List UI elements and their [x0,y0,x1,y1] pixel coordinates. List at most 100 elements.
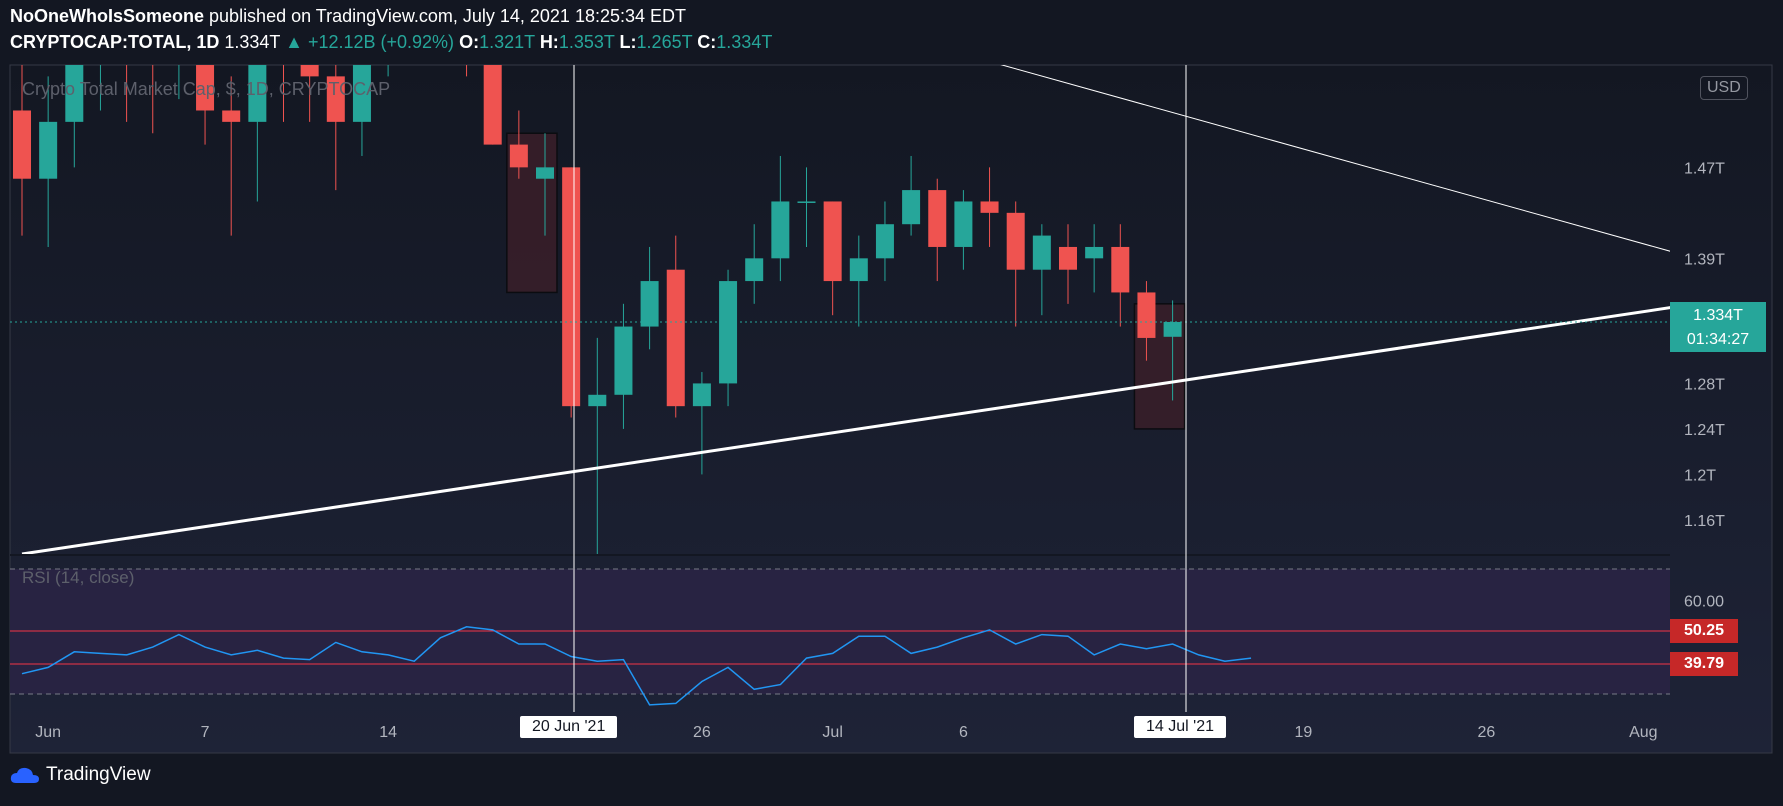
candle[interactable] [483,54,502,145]
candle[interactable] [13,31,31,236]
candle-body [300,65,319,77]
up-arrow-icon: ▲ [285,32,303,52]
candle-body [614,326,633,395]
candle[interactable] [170,0,188,100]
candle[interactable] [954,190,973,270]
candle[interactable] [222,76,241,236]
author-name[interactable]: NoOneWhoIsSomeone [10,6,205,26]
candle[interactable] [771,155,790,282]
time-axis-tick: 26 [693,724,711,741]
rsi-lower-tag: 39.79 [1670,652,1738,676]
candle[interactable] [1059,224,1077,304]
candle[interactable] [588,337,607,554]
candle[interactable] [614,303,633,429]
candle-body [13,110,31,179]
time-axis-tick: 7 [201,724,210,741]
candle[interactable] [458,42,476,77]
candle-body [562,167,581,407]
price-axis-tick: 1.16T [1684,513,1725,530]
candle-body [222,110,241,122]
price-axis-tick: 1.28T [1684,376,1725,393]
candle[interactable] [849,235,868,327]
publish-info: published on TradingView.com, July 14, 2… [209,6,687,26]
candle-body [666,269,685,407]
candle-body [875,224,894,259]
candle[interactable] [118,0,136,122]
change-value: +12.12B (+0.92%) [307,32,455,52]
candle[interactable] [536,133,554,236]
candle[interactable] [562,167,581,418]
candle[interactable] [91,0,109,111]
price-axis-tick: 1.24T [1684,422,1725,439]
price-axis-tick: 1.47T [1684,160,1725,177]
cloud-icon [10,767,39,783]
candle[interactable] [196,0,215,145]
candle[interactable] [1032,224,1051,316]
candle[interactable] [509,110,528,179]
candle[interactable] [692,372,711,475]
crosshair-date-1: 20 Jun '21 [520,716,618,738]
candle-body [692,383,711,407]
trendline-support[interactable] [21,304,1696,554]
candle-body [1059,246,1077,270]
candle[interactable] [300,31,319,122]
low-label: L: [619,32,637,52]
candle[interactable] [1163,300,1182,401]
time-axis-tick: Aug [1629,724,1657,741]
candle[interactable] [144,0,162,134]
candle[interactable] [1006,201,1025,327]
candle[interactable] [875,201,894,282]
candle[interactable] [666,235,685,418]
pane-separator [10,554,1670,556]
high-value: 1.353T [558,32,615,52]
tradingview-logo[interactable]: TradingView [10,764,151,786]
candle[interactable] [248,20,267,202]
candle[interactable] [1111,224,1130,327]
candle-body [980,201,999,213]
candle[interactable] [275,8,293,122]
candle-body [39,121,58,179]
chart-watermark: Crypto Total Market Cap, $, 1D, CRYPTOCA… [22,79,391,99]
rsi-line [21,626,1252,706]
candle-body [1006,212,1025,270]
candle-body [745,258,764,282]
candle[interactable] [902,155,921,236]
last-price-value: 1.334T [1693,307,1743,324]
candle[interactable] [640,246,659,350]
candle[interactable] [797,167,816,247]
candle[interactable] [1137,281,1156,361]
candle-body [458,54,476,65]
time-axis-tick: Jul [822,724,842,741]
time-axis-tick: 26 [1478,724,1496,741]
candle-body [196,65,215,111]
rsi-axis-tick: 60.00 [1684,593,1724,610]
candle[interactable] [980,167,999,247]
candle[interactable] [39,76,58,247]
candle[interactable] [352,31,371,156]
candle[interactable] [823,201,842,316]
time-axis-tick: 19 [1294,724,1312,741]
crosshair-date-2: 14 Jul '21 [1134,716,1226,738]
candle-body [588,394,607,407]
candle[interactable] [326,54,345,191]
time-axis-tick: Jun [35,724,61,741]
candle-body [509,144,528,168]
candle-body [1137,292,1156,338]
candle-countdown: 01:34:27 [1686,331,1750,348]
candle-body [1163,322,1182,337]
candle[interactable] [719,269,738,407]
candle[interactable] [928,178,947,282]
header-line-1: NoOneWhoIsSomeone published on TradingVi… [10,6,686,27]
candle[interactable] [65,20,84,168]
candle-body [1111,246,1130,293]
candle-body [954,201,973,247]
candle[interactable] [745,224,764,304]
close-label: C: [697,32,717,52]
currency-button[interactable]: USD [1700,76,1748,100]
candle-body [352,65,371,122]
candle-body [536,167,554,179]
rsi-upper-tag: 50.25 [1670,619,1738,643]
candle[interactable] [1085,224,1104,293]
symbol-label[interactable]: CRYPTOCAP:TOTAL, 1D [10,32,220,52]
